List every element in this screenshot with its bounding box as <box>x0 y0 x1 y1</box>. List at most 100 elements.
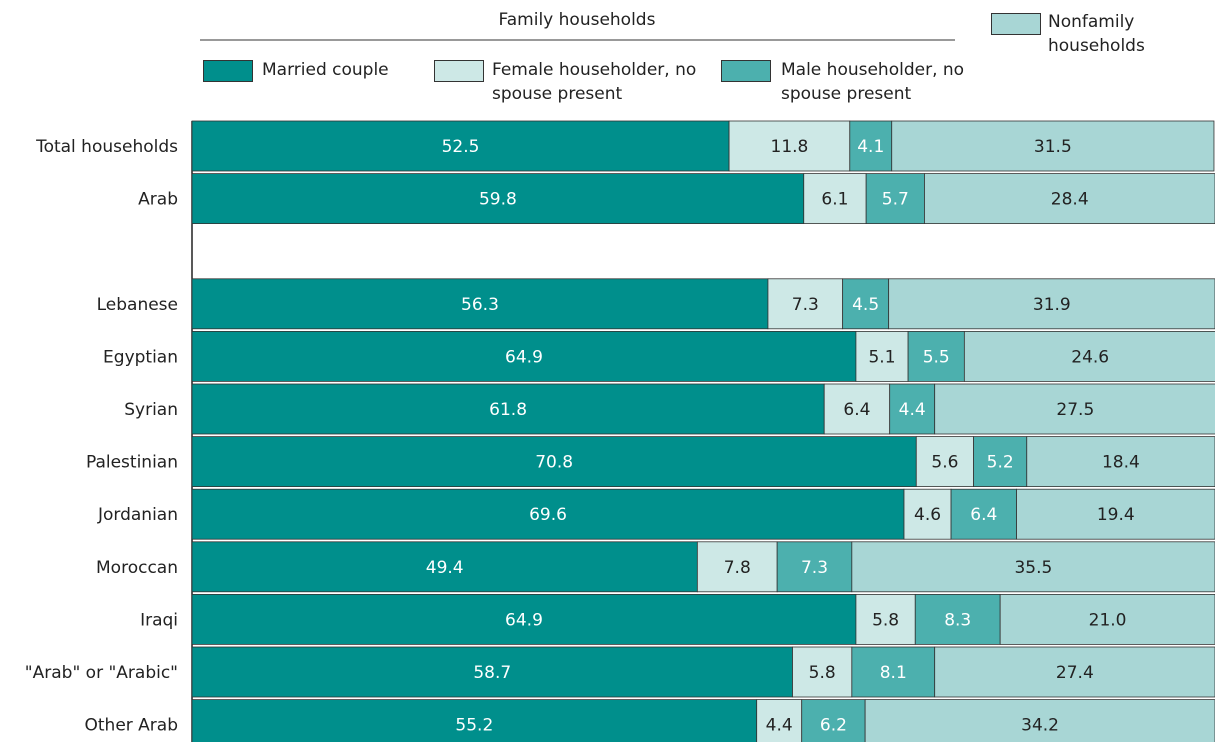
bar-segment <box>1016 488 1215 540</box>
data-label: 27.4 <box>1056 663 1094 683</box>
data-label: 8.3 <box>944 610 971 630</box>
bar-segment <box>696 541 778 593</box>
bar-segment <box>842 278 890 330</box>
bar-segment <box>855 330 909 382</box>
bar-segment <box>851 646 936 698</box>
data-label: 56.3 <box>461 295 499 315</box>
bar-segment <box>803 173 867 225</box>
data-label: 64.9 <box>505 610 543 630</box>
bar-segment <box>891 120 1215 172</box>
data-label: 4.1 <box>857 137 884 157</box>
data-label: 5.5 <box>923 347 950 367</box>
data-label: 21.0 <box>1089 610 1127 630</box>
bar-segment <box>767 278 844 330</box>
data-label: 70.8 <box>535 453 573 473</box>
data-label: 5.6 <box>931 453 958 473</box>
data-label: 4.5 <box>852 295 879 315</box>
bar-segment <box>191 330 857 382</box>
legend-label: Male householder, no spouse present <box>781 60 965 104</box>
bar-segment <box>907 330 965 382</box>
bar-segment <box>191 278 769 330</box>
bar-segment <box>851 541 1215 593</box>
data-label: 59.8 <box>479 190 517 210</box>
category-label: Other Arab <box>85 716 179 736</box>
bar-segment <box>915 436 974 488</box>
bar-segment <box>914 594 1001 645</box>
data-label: 8.1 <box>880 663 907 683</box>
bar-segment <box>191 383 825 435</box>
data-label: 6.1 <box>821 190 848 210</box>
bar-segment <box>855 594 916 645</box>
data-label: 18.4 <box>1102 453 1140 473</box>
bar-segment <box>191 646 793 698</box>
data-label: 6.4 <box>970 505 997 525</box>
data-label: 31.5 <box>1034 137 1072 157</box>
category-label: "Arab" or "Arabic" <box>25 663 178 683</box>
data-label: 6.2 <box>820 716 847 736</box>
data-label: 7.3 <box>792 295 819 315</box>
data-label: 24.6 <box>1071 347 1109 367</box>
bar-segment <box>823 383 891 435</box>
legend-swatch <box>434 60 484 82</box>
bar-segment <box>728 120 851 172</box>
bar-segment <box>191 488 905 540</box>
data-label: 5.8 <box>809 663 836 683</box>
legend-swatch <box>991 13 1041 35</box>
legend-group-title: Family households <box>499 10 656 30</box>
data-label: 7.8 <box>724 558 751 578</box>
category-label: Egyptian <box>103 347 178 367</box>
bar-segment <box>903 488 952 540</box>
bar-segment <box>865 173 925 225</box>
legend-swatch <box>721 60 771 82</box>
bar-segment <box>191 541 698 593</box>
data-label: 34.2 <box>1021 716 1059 736</box>
bar-segment <box>924 173 1215 225</box>
data-label: 49.4 <box>426 558 464 578</box>
bar-segment <box>1026 436 1215 488</box>
category-label: Syrian <box>124 400 178 420</box>
data-label: 7.3 <box>801 558 828 578</box>
data-label: 64.9 <box>505 347 543 367</box>
data-label: 4.4 <box>899 400 926 420</box>
data-label: 61.8 <box>489 400 527 420</box>
bar-segment <box>191 120 730 172</box>
data-label: 5.8 <box>872 610 899 630</box>
data-label: 58.7 <box>473 663 511 683</box>
data-label: 69.6 <box>529 505 567 525</box>
data-label: 4.4 <box>766 716 793 736</box>
bar-segment <box>973 436 1028 488</box>
data-label: 5.1 <box>868 347 895 367</box>
bar-segment <box>756 699 803 742</box>
data-label: 28.4 <box>1051 190 1089 210</box>
bar-segment <box>849 120 893 172</box>
category-label: Iraqi <box>140 610 178 630</box>
category-label: Jordanian <box>97 505 178 525</box>
data-label: 5.2 <box>987 453 1014 473</box>
category-label: Lebanese <box>97 295 178 315</box>
data-label: 35.5 <box>1014 558 1052 578</box>
bar-segment <box>801 699 866 742</box>
data-label: 5.7 <box>882 190 909 210</box>
legend-label: Female householder, no spouse present <box>492 60 697 104</box>
data-label: 19.4 <box>1097 505 1135 525</box>
data-label: 11.8 <box>771 137 809 157</box>
category-label: Total households <box>35 137 178 157</box>
legend-label: Married couple <box>262 60 389 80</box>
data-label: 4.6 <box>914 505 941 525</box>
data-label: 55.2 <box>455 716 493 736</box>
bar-segment <box>792 646 853 698</box>
category-label: Moroccan <box>96 558 178 578</box>
category-label: Arab <box>138 190 178 210</box>
bar-segment <box>864 699 1215 742</box>
bar-segment <box>963 330 1215 382</box>
bar-segment <box>934 646 1215 698</box>
legend-swatch <box>203 60 253 82</box>
bar-segment <box>191 699 758 742</box>
data-label: 31.9 <box>1033 295 1071 315</box>
legend-label: Nonfamily households <box>1048 12 1145 56</box>
bar-segment <box>999 594 1215 645</box>
bar-segment <box>191 436 917 488</box>
bar-segment <box>888 278 1215 330</box>
